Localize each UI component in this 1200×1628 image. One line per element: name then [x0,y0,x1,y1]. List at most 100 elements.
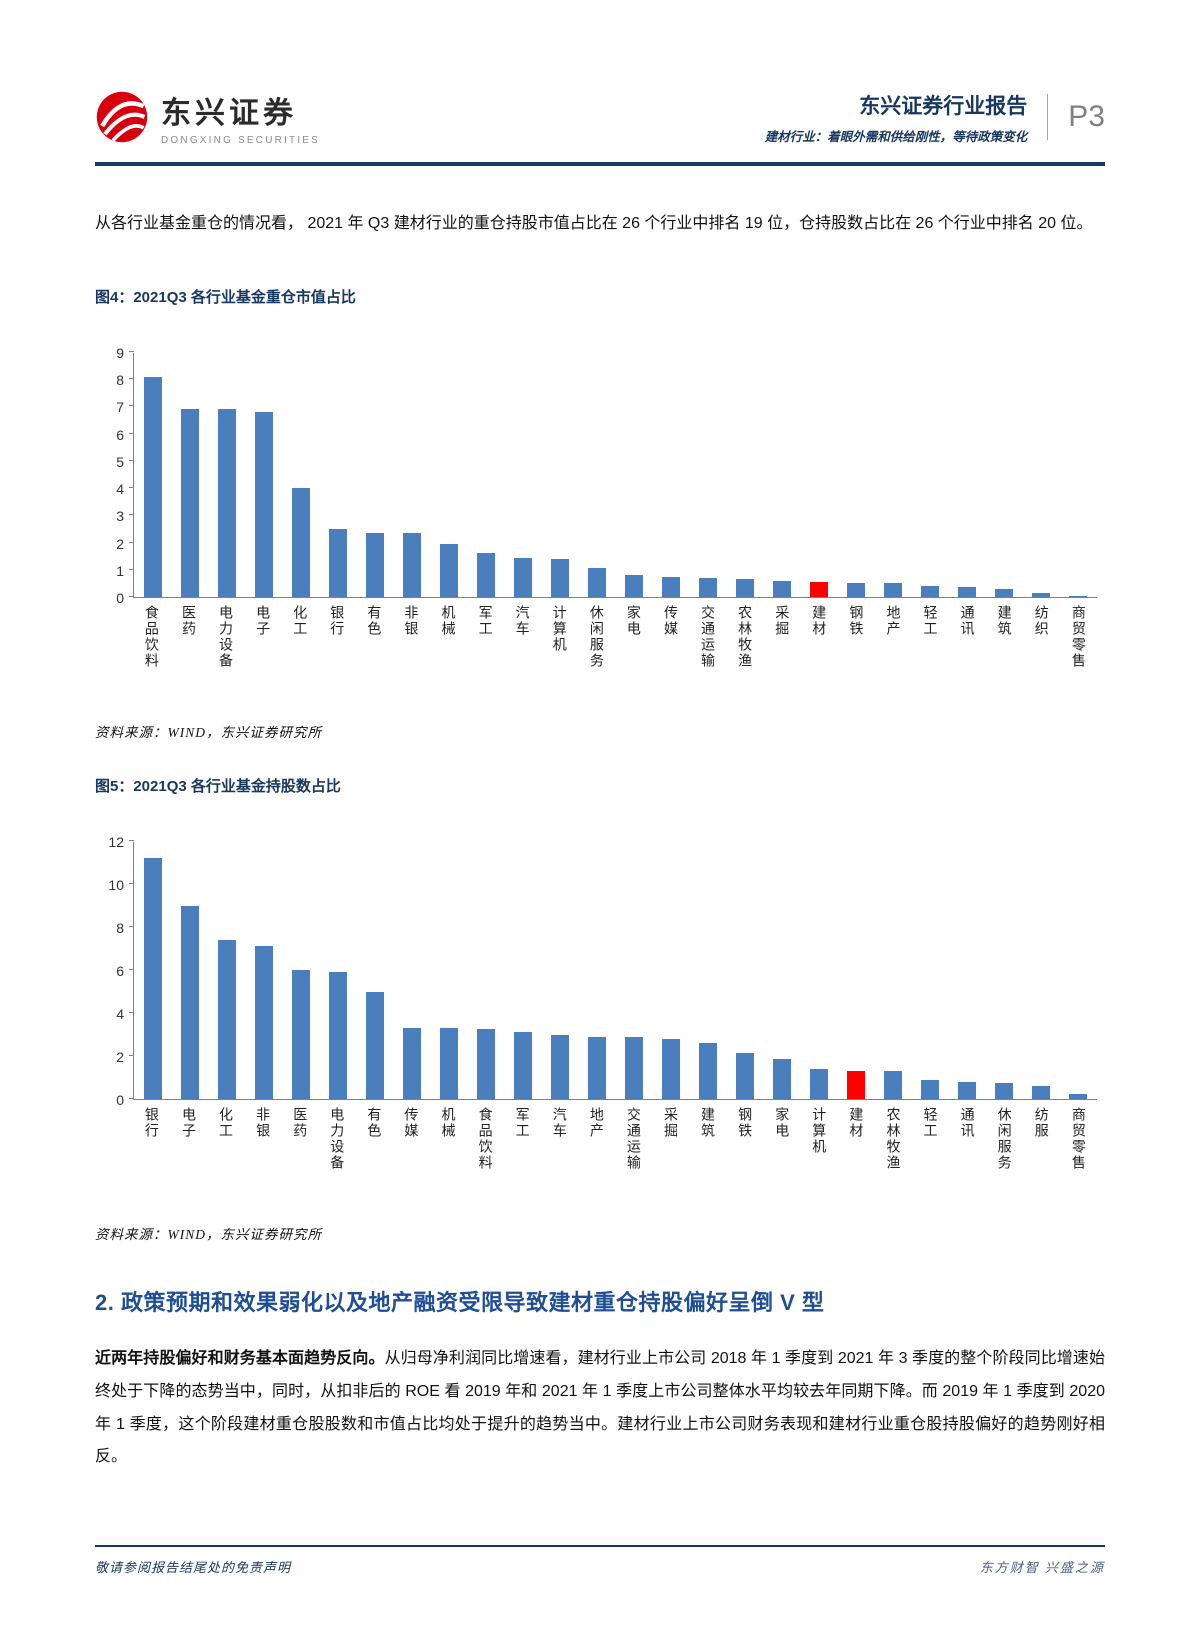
x-axis-label: 传媒 [403,1107,420,1139]
bar-slot [282,353,319,597]
bar-slot [838,842,875,1099]
bar-slot [838,353,875,597]
x-label-slot: 交通运输 [615,1107,652,1171]
x-axis-label: 休闲服务 [996,1107,1013,1171]
y-tick-mark [129,840,134,841]
x-axis-label: 通讯 [959,1107,976,1139]
bar-钢铁 [847,583,866,597]
x-axis-label: 食品饮料 [477,1107,494,1171]
x-axis-label: 银行 [143,1107,160,1139]
x-axis-label: 商贸零售 [1070,1107,1087,1171]
section2-body-text: 从归母净利润同比增速看，建材行业上市公司 2018 年 1 季度到 2021 年… [95,1350,1105,1466]
x-axis-label: 食品饮料 [143,605,160,669]
x-axis-label: 交通运输 [700,605,717,669]
x-label-slot: 建筑 [689,1107,726,1171]
bar-交通运输 [624,1036,643,1099]
bar-slot [134,842,171,1099]
x-axis-label: 有色 [366,1107,383,1139]
bar-汽车 [513,557,532,597]
x-axis-label: 建筑 [996,605,1013,637]
y-tick-mark [129,596,134,597]
x-axis-label: 非银 [403,605,420,637]
figure5-x-axis-labels: 银行 电子 化工 非银 医药 电力设备 有色 传媒 机械 食品饮料 军工 汽车 地产 交通运输 采掘 建筑 钢铁… [133,1107,1097,1171]
bar-机械 [439,543,458,597]
bar-slot [986,353,1023,597]
bar-交通运输 [698,577,717,597]
x-label-slot: 钢铁 [726,1107,763,1171]
x-axis-label: 电力设备 [218,605,235,669]
bar-地产 [587,1036,606,1099]
x-axis-label: 地产 [885,605,902,637]
x-axis-label: 钢铁 [737,1107,754,1139]
bar-slot [949,842,986,1099]
y-tick-label: 2 [116,535,124,552]
x-label-slot: 采掘 [652,1107,689,1171]
x-axis-label: 建材 [848,1107,865,1139]
bar-slot [912,353,949,597]
x-label-slot: 银行 [133,1107,170,1171]
bar-有色 [365,991,384,1099]
bar-医药 [180,409,199,597]
y-tick-mark [129,405,134,407]
bar-传媒 [402,1028,421,1099]
x-axis-label: 机械 [440,605,457,637]
y-tick-label: 5 [116,453,124,470]
y-tick-mark [129,1012,134,1013]
x-label-slot: 有色 [355,1107,392,1171]
y-tick-label: 12 [108,834,124,850]
y-tick-mark [129,568,134,570]
bar-slot [912,842,949,1099]
page-header: 东兴证券 DONGXING SECURITIES 东兴证券行业报告 建材行业：着… [95,0,1105,146]
section2-lead-bold: 近两年持股偏好和财务基本面趋势反向。 [95,1350,385,1367]
x-axis-label: 纺服 [1033,1107,1050,1139]
y-tick-mark [129,351,134,352]
bar-商贸零售 [1069,595,1088,597]
bar-农林牧渔 [736,579,755,597]
x-label-slot: 医药 [281,1107,318,1171]
y-tick-label: 3 [116,508,124,525]
x-axis-label: 钢铁 [848,605,865,637]
figure4-plot-area [129,351,1097,598]
x-label-slot: 纺织 [1023,605,1060,669]
x-axis-label: 军工 [477,605,494,637]
x-axis-label: 交通运输 [625,1107,642,1171]
bar-计算机 [810,1068,829,1099]
bar-休闲服务 [995,1082,1014,1099]
figure5-title: 图5：2021Q3 各行业基金持股数占比 [95,778,341,795]
bar-轻工 [921,1079,940,1099]
x-axis-label: 军工 [514,1107,531,1139]
x-label-slot: 休闲服务 [986,1107,1023,1171]
bar-休闲服务 [587,568,606,597]
x-label-slot: 交通运输 [689,605,726,669]
bar-非银 [254,946,273,1099]
x-axis-label: 医药 [180,605,197,637]
bar-slot [208,842,245,1099]
y-tick-label: 4 [116,1006,124,1022]
x-axis-label: 农林牧渔 [737,605,754,669]
header-right: 东兴证券行业报告 建材行业：着眼外需和供给刚性，等待政策变化 P3 [765,90,1105,145]
bar-slot [652,353,689,597]
section2-paragraph: 近两年持股偏好和财务基本面趋势反向。从归母净利润同比增速看，建材行业上市公司 2… [95,1343,1105,1474]
x-axis-label: 家电 [625,605,642,637]
x-axis-label: 电子 [255,605,272,637]
bar-slot [1060,842,1097,1099]
bar-slot [764,842,801,1099]
figure5-source: 资料来源：WIND，东兴证券研究所 [95,1227,322,1242]
y-tick-label: 10 [108,877,124,893]
page-number: P3 [1068,100,1105,133]
bar-slot [949,353,986,597]
bar-电力设备 [217,409,236,597]
figure4-chart: 0 1 2 3 4 5 6 7 8 9 食品饮料 医药 电力设备 电子 化工 银行 有色 非银 机械 军工 汽车 计算机… [95,346,1105,669]
bar-slot [393,353,430,597]
figure4-source: 资料来源：WIND，东兴证券研究所 [95,725,322,740]
bar-纺织 [1032,592,1051,597]
x-label-slot: 采掘 [763,605,800,669]
section2-heading: 2. 政策预期和效果弱化以及地产融资受限导致建材重仓持股偏好呈倒 V 型 [95,1290,825,1315]
y-tick-label: 4 [116,481,124,498]
bar-slot [430,353,467,597]
y-tick-label: 0 [116,590,124,606]
bar-slot [727,353,764,597]
logo-text-cn: 东兴证券 [161,97,297,130]
x-label-slot: 化工 [207,1107,244,1171]
x-label-slot: 电子 [244,605,281,669]
